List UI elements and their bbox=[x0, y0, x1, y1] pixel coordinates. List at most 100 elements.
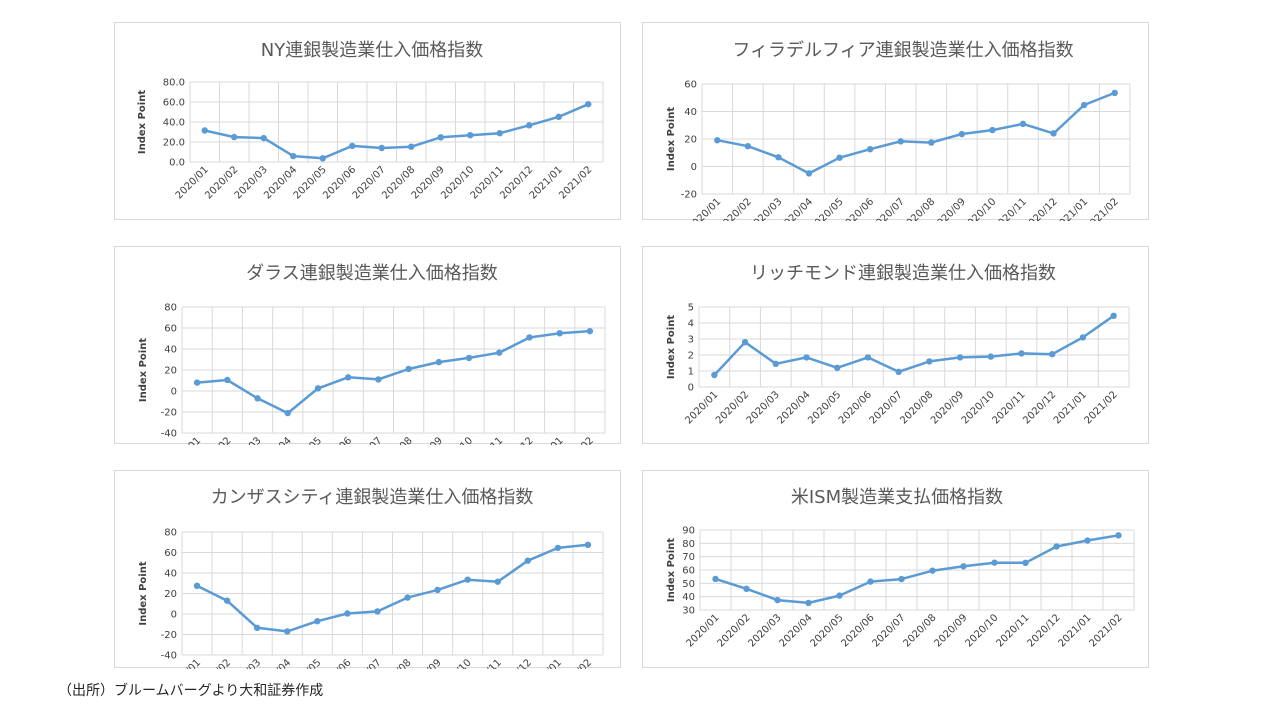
chart-panel-richmond-fed: リッチモンド連銀製造業仕入価格指数 0 1 2 3 4 5 Index Point 2020/0… bbox=[642, 246, 1149, 444]
x-tick-label: 2020/01 bbox=[684, 612, 721, 649]
data-point bbox=[989, 126, 996, 134]
y-axis-label: Index Point bbox=[666, 315, 677, 379]
data-point bbox=[744, 142, 752, 150]
x-tick-label: 2020/07 bbox=[346, 657, 383, 669]
data-point bbox=[714, 137, 721, 144]
data-point bbox=[464, 576, 471, 583]
data-point bbox=[864, 354, 872, 361]
x-tick-label: 2021/02 bbox=[1083, 389, 1120, 426]
y-tick-label: 60 bbox=[684, 80, 697, 91]
y-tick-label: -40 bbox=[161, 429, 177, 440]
x-tick-label: 2021/02 bbox=[1087, 612, 1124, 649]
y-tick-label: 50 bbox=[682, 579, 695, 590]
x-tick-label: 2020/02 bbox=[196, 657, 233, 669]
data-point bbox=[1049, 351, 1056, 358]
x-tick-label: 2020/07 bbox=[870, 196, 907, 221]
data-point bbox=[1084, 537, 1091, 544]
data-point bbox=[193, 582, 201, 590]
y-tick-label: 0 bbox=[171, 610, 177, 621]
data-point bbox=[378, 144, 385, 152]
source-note: （出所）ブルームバーグより大和証券作成 bbox=[58, 683, 324, 699]
y-tick-label: -20 bbox=[161, 630, 177, 641]
data-point bbox=[1050, 130, 1057, 137]
chart-title: ダラス連銀製造業仕入価格指数 bbox=[246, 263, 498, 284]
data-point bbox=[926, 358, 933, 365]
data-point bbox=[586, 327, 594, 335]
data-point bbox=[741, 339, 749, 346]
y-tick-label: 30 bbox=[682, 606, 695, 617]
x-tick-label: 2020/10 bbox=[961, 196, 998, 221]
data-point bbox=[1053, 543, 1060, 550]
x-tick-label: 2020/08 bbox=[901, 612, 938, 649]
data-point bbox=[991, 559, 998, 566]
x-tick-label: 2021/02 bbox=[557, 657, 594, 669]
data-point bbox=[524, 557, 532, 564]
data-point bbox=[349, 142, 356, 150]
y-tick-label: 80.0 bbox=[163, 78, 185, 89]
data-point bbox=[1111, 89, 1118, 97]
data-point bbox=[1115, 532, 1122, 539]
y-tick-label: 60 bbox=[164, 324, 177, 335]
data-point bbox=[465, 354, 473, 362]
chart-panel-philly-fed: フィラデルフィア連銀製造業仕入価格指数 -20 0 20 40 60 Index Point… bbox=[642, 22, 1149, 221]
y-tick-label: 20 bbox=[164, 366, 177, 377]
x-tick-label: 2020/10 bbox=[963, 612, 1000, 649]
data-point bbox=[585, 101, 592, 108]
data-point bbox=[774, 596, 781, 604]
data-point bbox=[193, 379, 201, 386]
y-axis-label: Index Point bbox=[137, 90, 148, 154]
data-point bbox=[895, 368, 902, 375]
y-tick-label: 60 bbox=[682, 566, 695, 577]
data-point bbox=[375, 376, 382, 383]
data-point bbox=[867, 578, 874, 585]
x-tick-label: 2020/10 bbox=[437, 657, 474, 669]
data-point bbox=[772, 360, 779, 367]
data-point bbox=[201, 127, 208, 134]
data-point bbox=[437, 134, 444, 141]
data-point bbox=[408, 143, 415, 150]
y-tick-label: 0 bbox=[688, 383, 694, 394]
x-tick-label: 2020/08 bbox=[377, 657, 414, 669]
data-point bbox=[555, 113, 562, 121]
data-point bbox=[1018, 350, 1025, 357]
data-point bbox=[805, 170, 813, 177]
chart-title: カンザスシティ連銀製造業仕入価格指数 bbox=[211, 487, 534, 508]
data-point bbox=[1080, 101, 1088, 109]
y-tick-label: 0 bbox=[171, 387, 177, 398]
data-point bbox=[711, 371, 718, 379]
data-point bbox=[712, 575, 719, 583]
y-axis-label: Index Point bbox=[666, 107, 677, 171]
y-tick-label: 0 bbox=[691, 162, 697, 173]
y-axis-label: Index Point bbox=[138, 338, 149, 402]
x-tick-label: 2020/05 bbox=[809, 196, 846, 221]
chart-philly-fed: フィラデルフィア連銀製造業仕入価格指数 -20 0 20 40 60 Index Point… bbox=[666, 40, 1131, 221]
chart-ny-fed: NY連銀製造業仕入価格指数 0.0 20.0 40.0 60.0 80.0 Index Po… bbox=[137, 40, 604, 201]
y-tick-label: 1 bbox=[688, 367, 694, 378]
x-tick-label: 2021/02 bbox=[1084, 196, 1121, 221]
data-point bbox=[434, 586, 441, 594]
data-point bbox=[224, 376, 231, 384]
y-tick-label: 40 bbox=[682, 592, 695, 603]
data-point bbox=[834, 364, 841, 371]
series-line bbox=[717, 91, 1116, 175]
data-point bbox=[344, 374, 352, 381]
chart-panel-ism: 米ISM製造業支払価格指数 30 40 50 60 70 80 90 Index Point 20… bbox=[642, 470, 1149, 668]
data-point bbox=[836, 592, 843, 599]
data-point bbox=[803, 354, 810, 361]
y-tick-label: 90 bbox=[682, 526, 695, 537]
data-point bbox=[836, 154, 843, 161]
data-point bbox=[435, 358, 443, 366]
data-point bbox=[1022, 559, 1029, 566]
chart-title: NY連銀製造業仕入価格指数 bbox=[261, 40, 483, 61]
x-tick-label: 2020/12 bbox=[1025, 612, 1062, 649]
x-tick-label: 2020/02 bbox=[715, 612, 752, 649]
data-point bbox=[805, 599, 812, 607]
data-point bbox=[898, 575, 905, 583]
chart-title: 米ISM製造業支払価格指数 bbox=[791, 487, 1003, 508]
y-tick-label: 3 bbox=[688, 335, 694, 346]
y-tick-label: 80 bbox=[164, 528, 177, 539]
y-tick-label: 60.0 bbox=[163, 98, 185, 109]
x-tick-label: 2020/04 bbox=[256, 657, 293, 669]
x-tick-label: 2020/08 bbox=[900, 196, 937, 221]
